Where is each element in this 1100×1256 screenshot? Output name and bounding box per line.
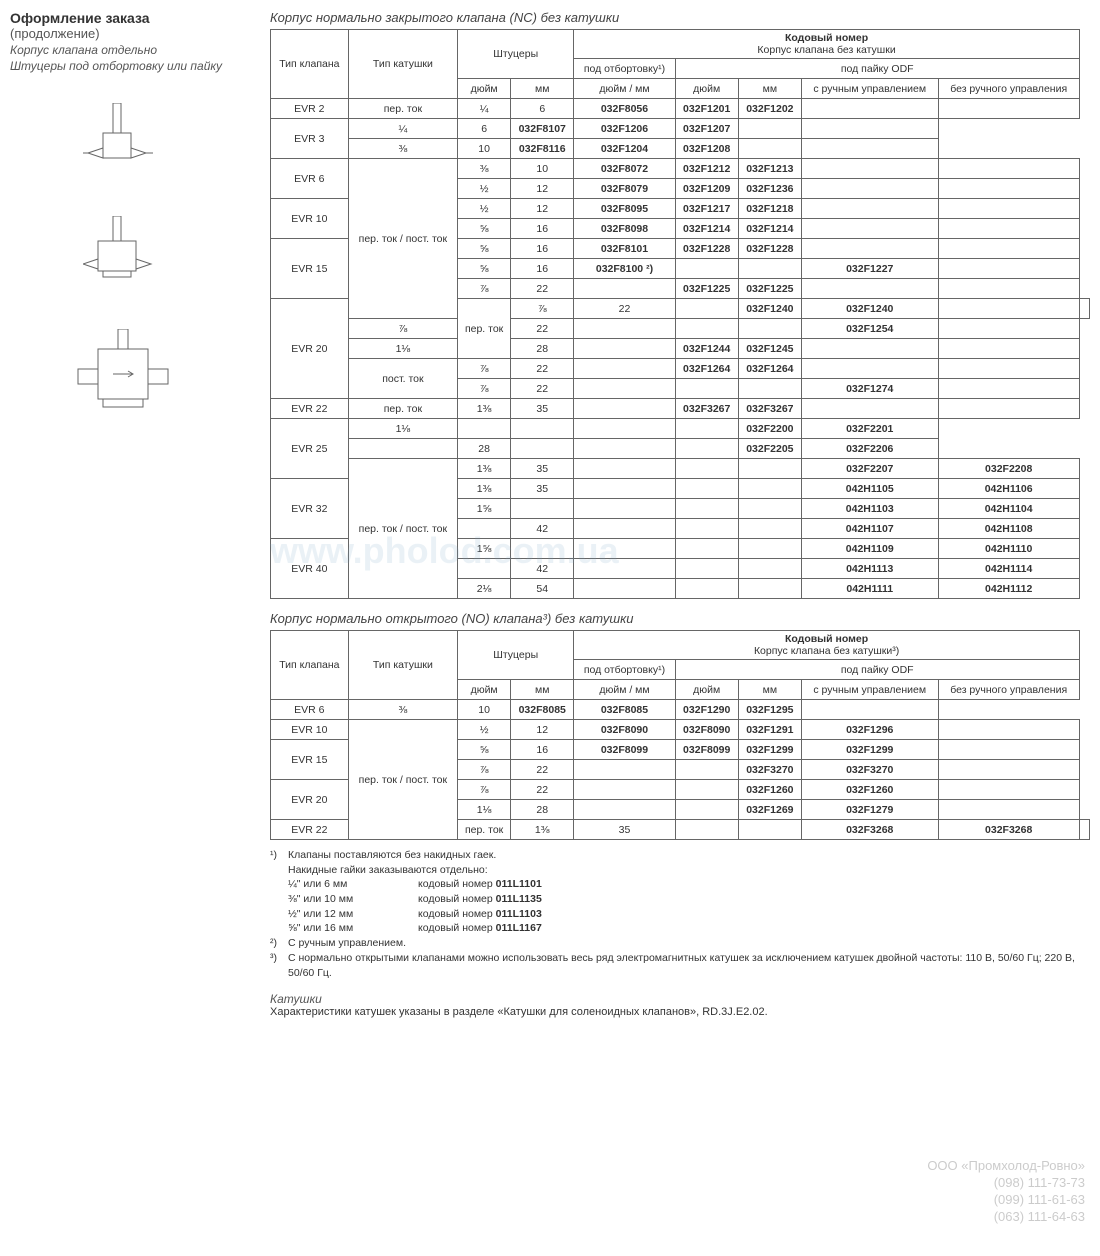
th-inch: дюйм: [458, 680, 511, 700]
page-title: Оформление заказа: [10, 10, 255, 26]
table-row: 1⅛28032F1244032F1245: [271, 339, 1090, 359]
valve-diagram-1: [10, 103, 255, 186]
table-row: ⅜10032F8116032F1204032F1208: [271, 139, 1090, 159]
table-row: пост. ток⅞22032F1264032F1264: [271, 359, 1090, 379]
th-flare: под отбортовку¹): [574, 59, 675, 79]
table2-title: Корпус нормально открытого (NO) клапана³…: [270, 611, 1090, 626]
th-inchmm: дюйм / мм: [574, 680, 675, 700]
th-inch2: дюйм: [675, 79, 738, 99]
th-code: Кодовый номерКорпус клапана без катушки: [574, 30, 1080, 59]
th-valve-type: Тип клапана: [271, 30, 349, 99]
table-row: ⅞22032F1254: [271, 319, 1090, 339]
th-mm2: мм: [738, 79, 801, 99]
table-row: EVR 22пер. ток1⅜35032F3267032F3267: [271, 399, 1090, 419]
coils-text: Характеристики катушек указаны в разделе…: [270, 1006, 1090, 1018]
th-odf: под пайку ODF: [675, 660, 1079, 680]
table-row: EVR 6пер. ток / пост. ток⅜10032F8072032F…: [271, 159, 1090, 179]
coils-title: Катушки: [270, 992, 1090, 1006]
th-coil-type: Тип катушки: [348, 30, 457, 99]
left-line2: Штуцеры под отбортовку или пайку: [10, 59, 255, 73]
table-row: 28032F2205032F2206: [271, 439, 1090, 459]
th-inch: дюйм: [458, 79, 511, 99]
table-nc: Тип клапана Тип катушки Штуцеры Кодовый …: [270, 29, 1090, 599]
valve-diagram-3: [10, 329, 255, 432]
left-line1: Корпус клапана отдельно: [10, 43, 255, 57]
th-flare: под отбортовку¹): [574, 660, 675, 680]
th-inch2: дюйм: [675, 680, 738, 700]
table-row: пер. ток / пост. ток1⅜35032F2207032F2208: [271, 459, 1090, 479]
th-manual: с ручным управлением: [801, 680, 938, 700]
valve-diagram-2: [10, 216, 255, 299]
th-odf: под пайку ODF: [675, 59, 1079, 79]
footnotes: ¹)Клапаны поставляются без накидных гаек…: [270, 848, 1090, 980]
th-conn: Штуцеры: [458, 30, 574, 79]
table-row: EVR 6⅜10032F8085032F8085032F1290032F1295: [271, 700, 1090, 720]
th-coil-type: Тип катушки: [348, 631, 457, 700]
th-code: Кодовый номерКорпус клапана без катушки³…: [574, 631, 1080, 660]
th-mm: мм: [511, 680, 574, 700]
th-nomanual: без ручного управления: [938, 680, 1079, 700]
company-info: ООО «Промхолод-Ровно» (098) 111-73-73 (0…: [927, 1158, 1085, 1226]
table1-title: Корпус нормально закрытого клапана (NC) …: [270, 10, 1090, 25]
th-nomanual: без ручного управления: [938, 79, 1079, 99]
page-subtitle: (продолжение): [10, 26, 255, 41]
th-inchmm: дюйм / мм: [574, 79, 675, 99]
th-valve-type: Тип клапана: [271, 631, 349, 700]
th-mm2: мм: [738, 680, 801, 700]
table-row: EVR 10пер. ток / пост. ток½12032F8090032…: [271, 720, 1090, 740]
th-mm: мм: [511, 79, 574, 99]
table-no: Тип клапана Тип катушки Штуцеры Кодовый …: [270, 630, 1090, 840]
table-row: EVR 251⅛032F2200032F2201: [271, 419, 1090, 439]
table-row: EVR 2пер. ток¼6032F8056032F1201032F1202: [271, 99, 1090, 119]
th-conn: Штуцеры: [458, 631, 574, 680]
table-row: EVR 3¼6032F8107032F1206032F1207: [271, 119, 1090, 139]
th-manual: с ручным управлением: [801, 79, 938, 99]
